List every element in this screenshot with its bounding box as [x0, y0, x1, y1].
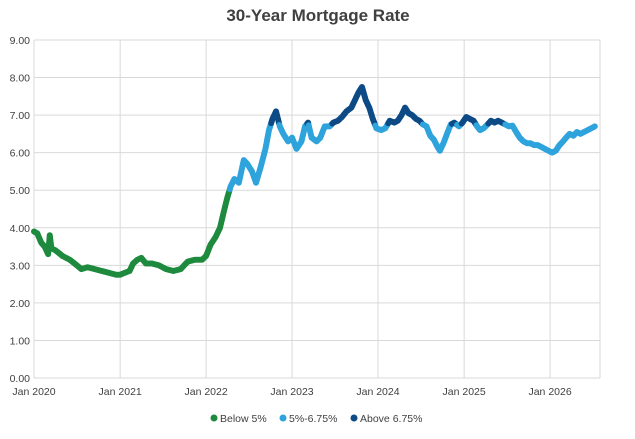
y-tick-label: 4.00 [10, 223, 31, 235]
x-tick-label: Jan 2025 [443, 386, 486, 398]
x-tick-label: Jan 2022 [184, 386, 227, 398]
y-tick-label: 5.00 [10, 185, 31, 197]
legend-label: Below 5% [220, 413, 267, 425]
legend-marker [279, 414, 287, 422]
x-tick-label: Jan 2023 [270, 386, 313, 398]
y-tick-label: 6.00 [10, 148, 31, 160]
y-tick-label: 9.00 [10, 35, 31, 47]
chart-title: 30-Year Mortgage Rate [226, 6, 409, 25]
legend-marker [350, 414, 358, 422]
grid-layer [33, 39, 601, 379]
y-tick-label: 8.00 [10, 73, 31, 85]
x-tick-label: Jan 2021 [99, 386, 142, 398]
axis-layer: 0.00 1.00 2.00 3.00 4.00 5.00 6.00 7.00 8.00 9.00… [10, 35, 572, 398]
x-tick-label: Jan 2020 [12, 386, 55, 398]
legend-label: Above 6.75% [360, 413, 422, 425]
data-point [591, 123, 598, 130]
legend-label: 5%-6.75% [289, 413, 337, 425]
x-tick-label: Jan 2026 [528, 386, 571, 398]
y-tick-label: 3.00 [10, 260, 31, 272]
y-tick-label: 0.00 [10, 373, 31, 385]
y-tick-label: 7.00 [10, 110, 31, 122]
y-tick-label: 1.00 [10, 335, 31, 347]
legend-marker [210, 414, 218, 422]
legend: Below 5% 5%-6.75% Above 6.75% [210, 413, 422, 425]
x-tick-label: Jan 2024 [356, 386, 399, 398]
data-points [31, 83, 598, 278]
y-tick-label: 2.00 [10, 298, 31, 310]
